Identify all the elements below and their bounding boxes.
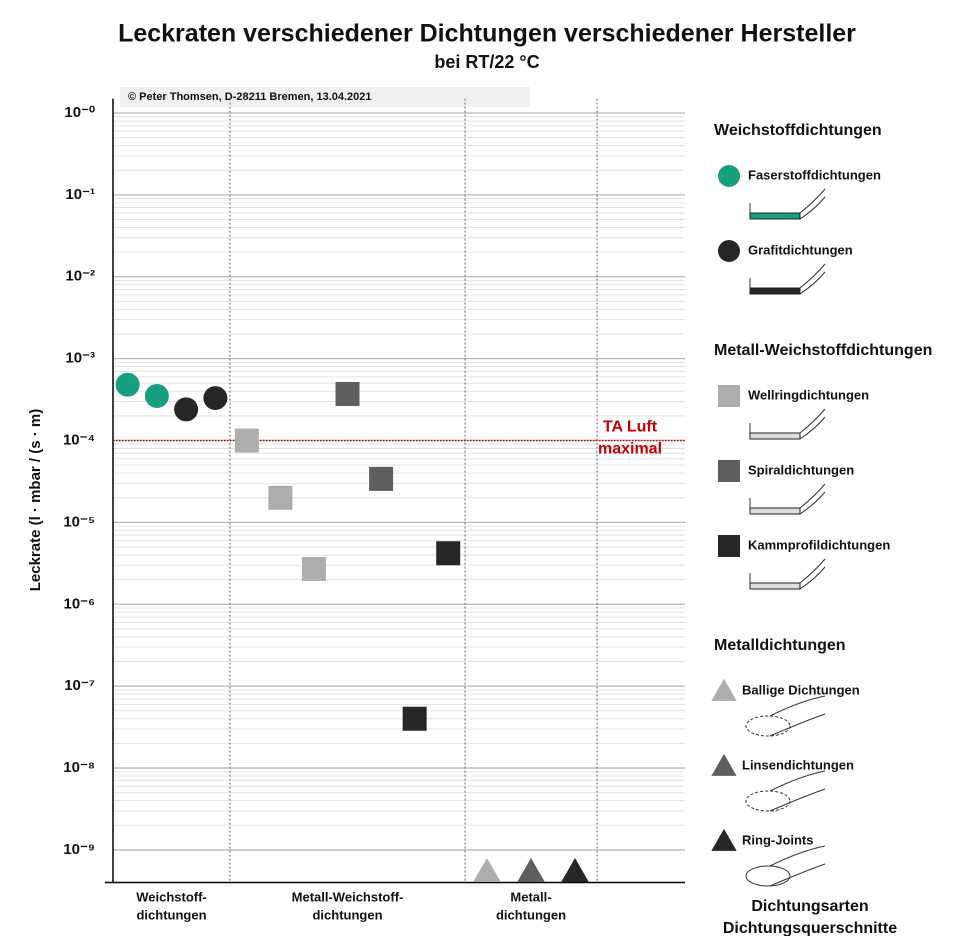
point: [234, 428, 259, 453]
y-tick-label: 10⁻⁹: [63, 841, 95, 858]
point: [268, 485, 293, 510]
point: [369, 466, 394, 491]
point: [335, 382, 360, 407]
legend-title: Metalldichtungen: [714, 637, 846, 654]
y-tick-label: 10⁻⁵: [63, 513, 95, 530]
point: [718, 385, 740, 407]
icon: [749, 408, 826, 440]
point: [711, 678, 737, 701]
point: [718, 240, 740, 262]
legend-label: Faserstoffdichtungen: [748, 167, 881, 182]
copyright: © Peter Thomsen, D-28211 Bremen, 13.04.2…: [128, 91, 372, 103]
point: [174, 397, 199, 422]
legend-label: Linsendichtungen: [742, 757, 854, 772]
reference-label: maximal: [598, 441, 662, 458]
icon: [749, 582, 801, 590]
y-tick-label: 10⁻⁴: [63, 431, 95, 448]
point: [473, 857, 501, 882]
x-group-label: Metall-Weichstoff-: [292, 889, 404, 904]
legend-title: Weichstoffdichtungen: [714, 122, 882, 139]
icon: [749, 212, 801, 220]
icon: [749, 483, 826, 515]
icon: [769, 845, 826, 887]
point: [517, 857, 545, 882]
legend-label: Spiraldichtungen: [748, 462, 854, 477]
footer-line: Dichtungsquerschnitte: [723, 920, 897, 936]
y-tick-label: 10⁻²: [65, 268, 95, 285]
point: [203, 386, 228, 411]
icon: [769, 695, 826, 737]
point: [402, 706, 427, 731]
legend-label: Ring-Joints: [742, 832, 814, 847]
x-group-label: dichtungen: [496, 907, 566, 922]
y-tick-label: 10⁻⁶: [63, 595, 95, 612]
point: [144, 383, 169, 408]
legend-label: Wellringdichtungen: [748, 387, 869, 402]
legend-label: Grafitdichtungen: [748, 242, 853, 257]
x-group-label: Metall-: [510, 889, 551, 904]
point: [718, 535, 740, 557]
legend-label: Kammprofildichtungen: [748, 537, 890, 552]
icon: [749, 287, 801, 295]
icon: [749, 432, 801, 440]
y-tick-label: 10⁻⁸: [63, 759, 95, 776]
chart-title: Leckraten verschiedener Dichtungen versc…: [118, 20, 856, 48]
reference-label: TA Luft: [603, 419, 658, 436]
icon: [749, 558, 826, 590]
icon: [745, 790, 791, 812]
x-group-label: Weichstoff-: [136, 889, 207, 904]
footer-line: Dichtungsarten: [751, 898, 868, 915]
icon: [769, 770, 826, 812]
chart-subtitle: bei RT/22 °C: [434, 52, 539, 72]
x-group-label: dichtungen: [312, 907, 382, 922]
y-tick-label: 10⁻¹: [65, 186, 95, 203]
point: [436, 541, 461, 566]
point: [718, 165, 740, 187]
point: [301, 556, 326, 581]
icon: [749, 188, 826, 220]
point: [115, 372, 140, 397]
y-tick-label: 10⁻⁰: [64, 104, 95, 121]
icon: [749, 507, 801, 515]
icon: [745, 715, 791, 737]
point: [561, 857, 589, 882]
legend-title: Metall-Weichstoffdichtungen: [714, 342, 932, 359]
y-axis-label: Leckrate (l · mbar / (s · m): [27, 409, 44, 592]
icon: [749, 263, 826, 295]
point: [718, 460, 740, 482]
legend-label: Ballige Dichtungen: [742, 682, 860, 697]
y-tick-label: 10⁻⁷: [64, 677, 95, 694]
point: [711, 828, 737, 851]
y-tick-label: 10⁻³: [65, 350, 95, 367]
point: [711, 753, 737, 776]
copyright-box: [120, 87, 530, 107]
icon: [745, 865, 791, 887]
x-group-label: dichtungen: [136, 907, 206, 922]
